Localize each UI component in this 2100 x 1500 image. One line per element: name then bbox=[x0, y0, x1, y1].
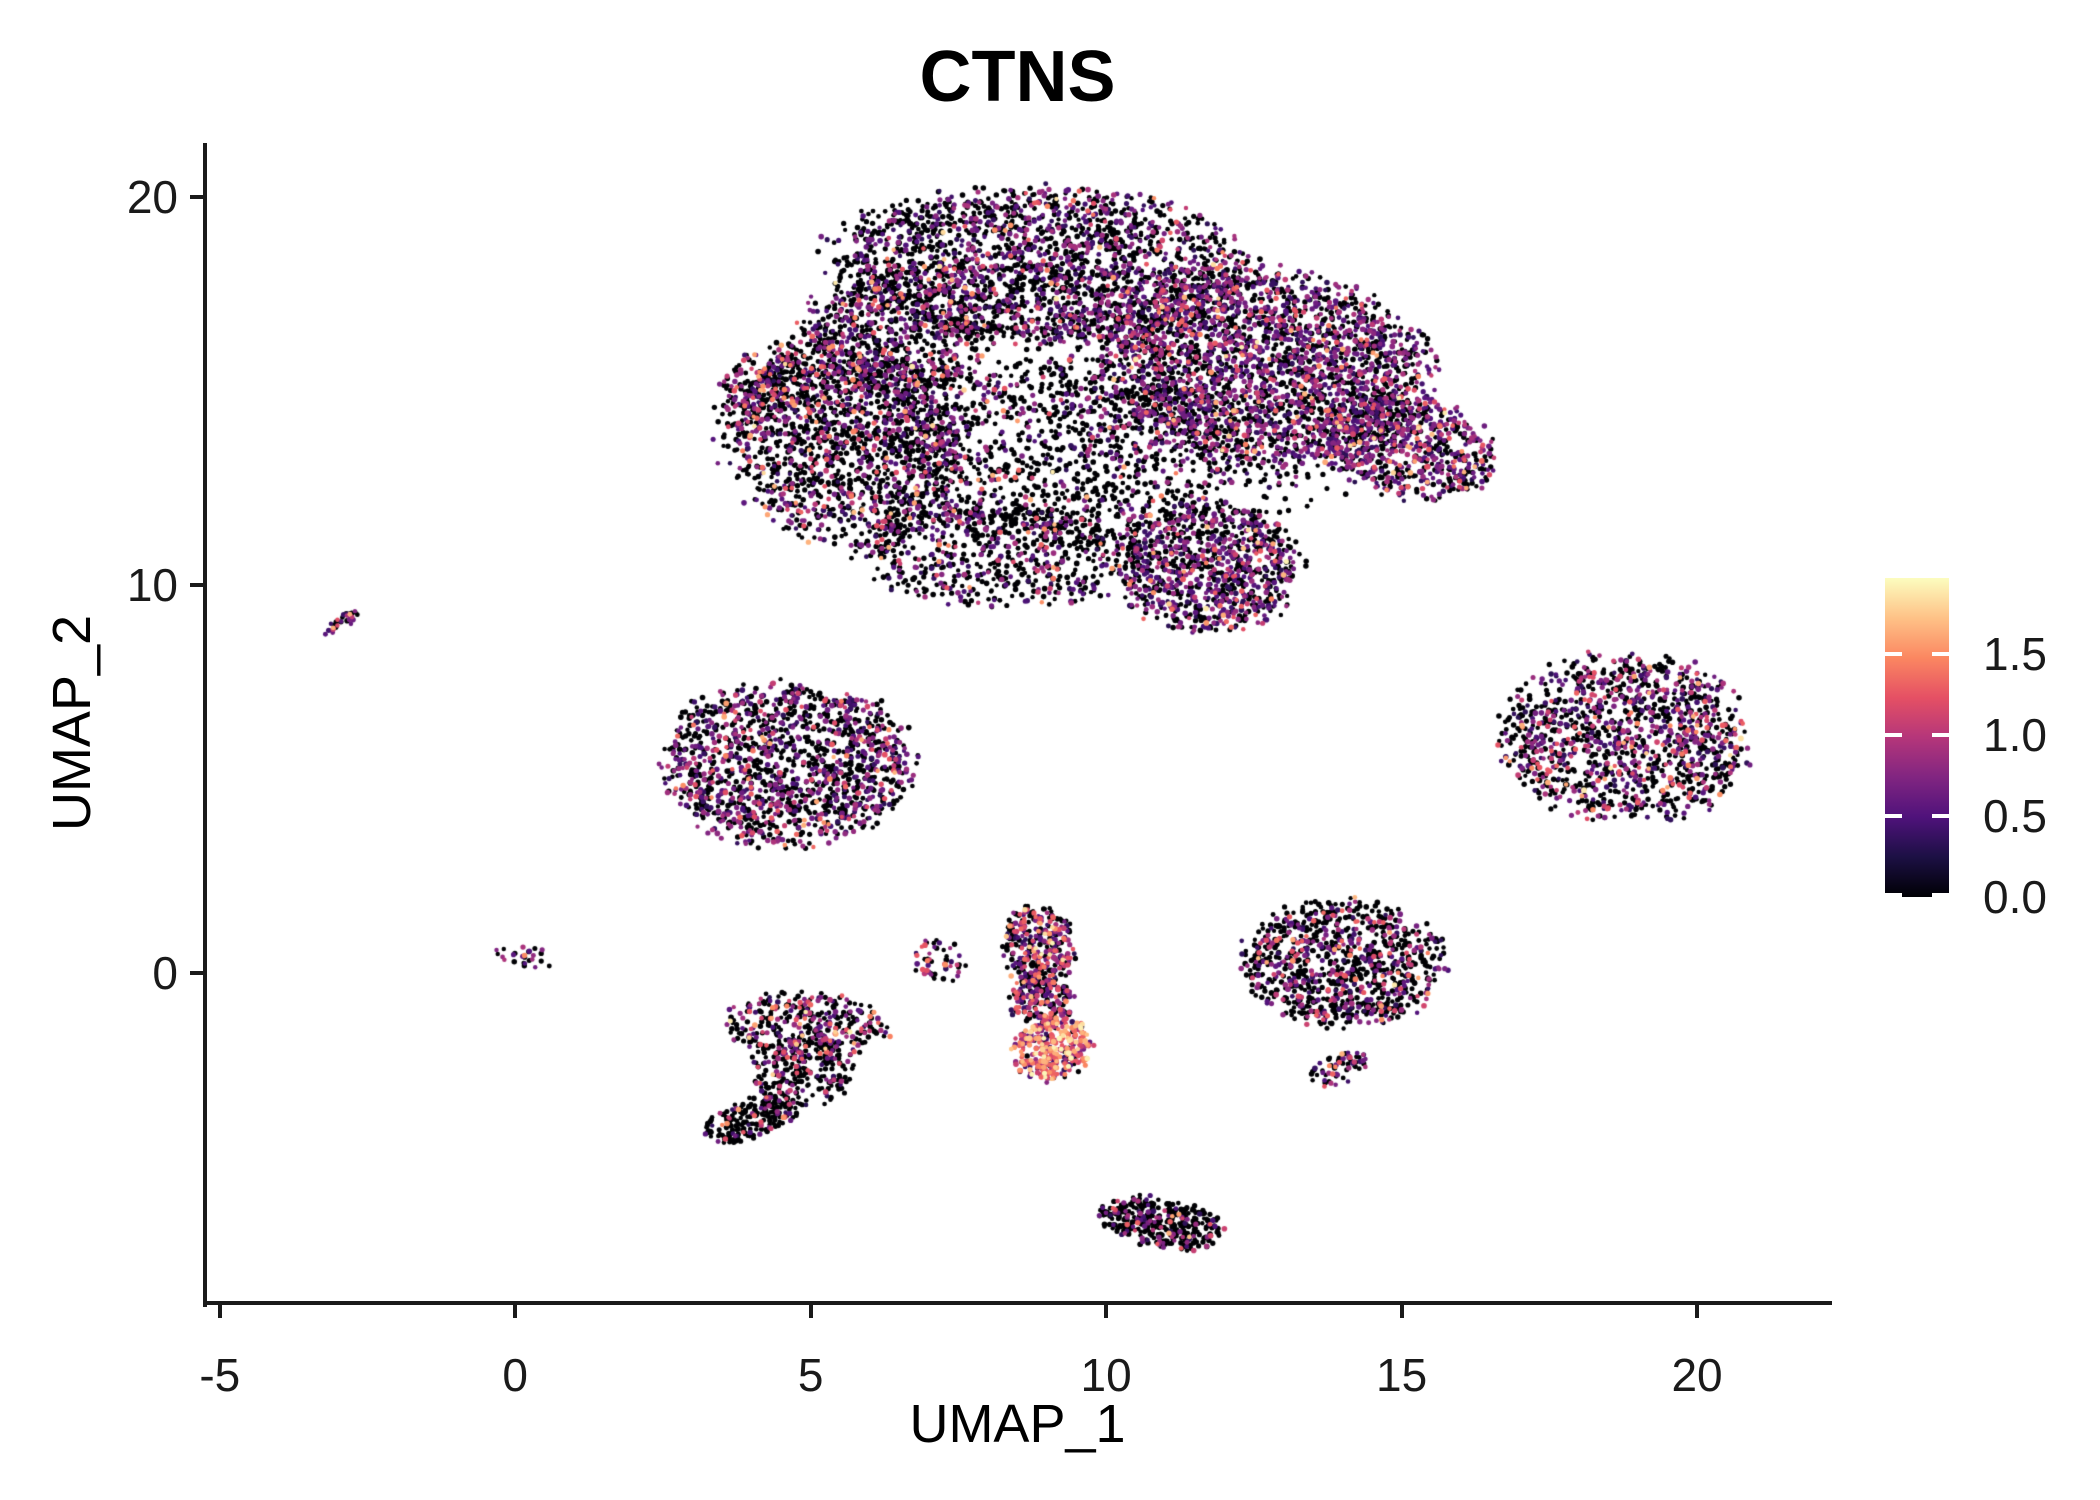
colorbar-tick-label: 0.5 bbox=[1983, 790, 2047, 843]
colorbar-tick-label: 1.5 bbox=[1983, 628, 2047, 681]
x-tick-mark bbox=[217, 1305, 222, 1318]
colorbar-gradient bbox=[1885, 578, 1949, 897]
colorbar-tick-label: 0.0 bbox=[1983, 871, 2047, 923]
colorbar-tick bbox=[1885, 893, 1902, 897]
x-tick-label: 0 bbox=[502, 1349, 529, 1401]
y-axis-title: UMAP_2 bbox=[42, 614, 102, 832]
x-tick-label: 5 bbox=[797, 1349, 824, 1401]
y-tick-label: 20 bbox=[126, 171, 178, 224]
x-tick-mark bbox=[1104, 1305, 1109, 1318]
colorbar-tick bbox=[1932, 733, 1949, 738]
x-tick-label: -5 bbox=[199, 1349, 241, 1401]
y-tick-label: 10 bbox=[126, 559, 178, 612]
x-tick-mark bbox=[513, 1305, 518, 1318]
x-tick-label: 15 bbox=[1375, 1349, 1428, 1401]
x-axis-line bbox=[203, 1301, 1832, 1305]
y-tick-mark bbox=[190, 583, 203, 588]
x-axis-title: UMAP_1 bbox=[909, 1394, 1126, 1454]
y-axis-line bbox=[203, 143, 207, 1307]
colorbar-tick bbox=[1932, 893, 1949, 897]
x-tick-label: 20 bbox=[1671, 1349, 1723, 1401]
y-tick-mark bbox=[190, 195, 203, 200]
y-tick-label: 0 bbox=[152, 947, 178, 1000]
y-tick-mark bbox=[190, 971, 203, 976]
x-tick-mark bbox=[808, 1305, 813, 1318]
colorbar-legend: 0.0 0.5 1.0 1.5 bbox=[1885, 578, 2100, 920]
x-tick-label: 10 bbox=[1080, 1349, 1132, 1401]
colorbar-tick bbox=[1885, 733, 1902, 738]
colorbar-tick bbox=[1932, 652, 1949, 657]
colorbar-tick bbox=[1932, 814, 1949, 819]
x-tick-mark bbox=[1695, 1305, 1700, 1318]
colorbar-tick bbox=[1885, 652, 1902, 657]
plot-title: CTNS bbox=[919, 37, 1116, 117]
colorbar-tick bbox=[1885, 814, 1902, 819]
colorbar-tick-label: 1.0 bbox=[1983, 709, 2047, 762]
x-tick-mark bbox=[1399, 1305, 1404, 1318]
